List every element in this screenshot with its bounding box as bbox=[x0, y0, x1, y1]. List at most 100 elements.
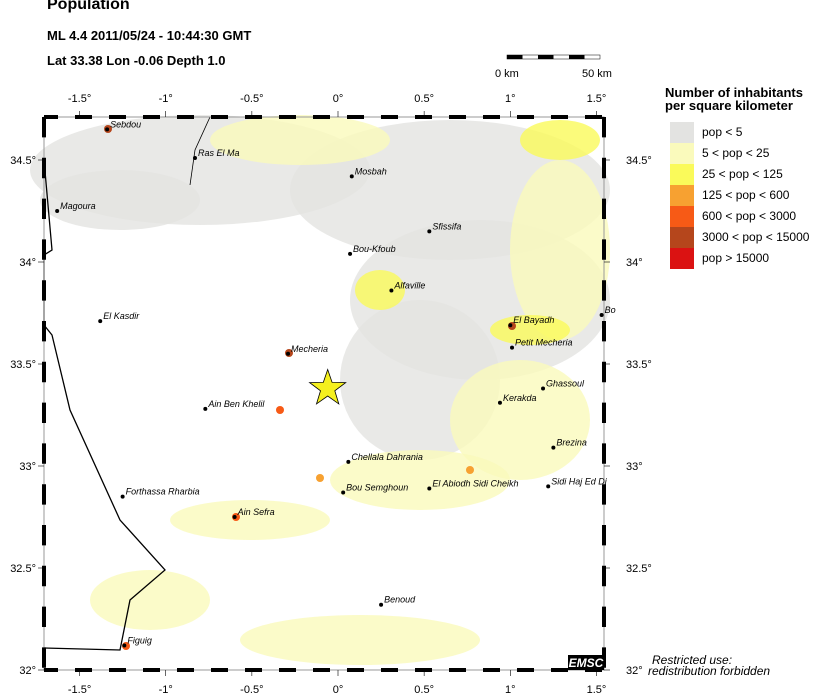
town-marker: Benoud bbox=[379, 595, 416, 607]
legend-label: pop > 15000 bbox=[702, 251, 770, 265]
town-dot-icon bbox=[341, 490, 346, 495]
town-marker: Kerakda bbox=[497, 393, 537, 405]
emsc-logo: EMSC bbox=[568, 655, 604, 670]
town-marker: Sidi Haj Ed Di bbox=[546, 476, 608, 489]
event-info: ML 4.4 2011/05/24 - 10:44:30 GMT bbox=[47, 28, 252, 43]
population-area bbox=[210, 115, 390, 165]
legend-item: 3000 < pop < 15000 bbox=[670, 227, 820, 248]
town-marker: Magoura bbox=[55, 201, 96, 213]
legend-label: 600 < pop < 3000 bbox=[702, 209, 797, 223]
town-dot-icon bbox=[203, 406, 208, 411]
town-label: Bou Semghoun bbox=[346, 483, 408, 493]
map-title: Population bbox=[47, 0, 130, 13]
lat-tick-label: 34° bbox=[19, 257, 36, 269]
lat-tick-label: 34.5° bbox=[10, 155, 36, 167]
scale-start-label: 0 km bbox=[495, 68, 519, 80]
legend-swatch bbox=[670, 227, 694, 248]
town-dot-icon bbox=[346, 459, 351, 464]
legend-label: 5 < pop < 25 bbox=[702, 146, 770, 160]
town-label: Magoura bbox=[60, 201, 96, 211]
town-dot-icon bbox=[541, 386, 546, 391]
town-marker: Bo bbox=[599, 305, 616, 318]
town-marker: Bou Semghoun bbox=[341, 483, 408, 495]
town-dot-icon bbox=[55, 209, 60, 213]
notice-line1: Restricted use: bbox=[652, 653, 733, 667]
town-label: Benoud bbox=[384, 595, 416, 605]
town-marker: El Abiodh Sidi Cheikh bbox=[427, 478, 519, 491]
usage-notice: Restricted use: redistribution forbidden bbox=[648, 653, 770, 677]
population-area bbox=[40, 170, 200, 230]
lon-tick-label: 1.5° bbox=[587, 93, 607, 105]
country-border bbox=[43, 159, 166, 651]
town-dot-icon bbox=[379, 602, 384, 607]
towns-layer: Sebdou Ras El Ma Mosbah Magoura Sfissifa Bou-… bbox=[55, 119, 616, 648]
lon-tick-label-bottom: -1.5° bbox=[68, 684, 91, 694]
town-label: Kerakda bbox=[503, 393, 537, 403]
population-hotspot bbox=[466, 466, 474, 474]
town-dot-icon bbox=[192, 155, 197, 160]
town-label: Brezina bbox=[556, 438, 587, 448]
town-label: El Abiodh Sidi Cheikh bbox=[432, 478, 518, 488]
lon-tick-label: -0.5° bbox=[240, 93, 263, 105]
town-marker: Petit Mecheria bbox=[510, 338, 573, 350]
town-marker: El Kasdir bbox=[98, 311, 140, 324]
town-label: El Bayadh bbox=[513, 315, 554, 325]
lon-tick-label: 1° bbox=[505, 93, 516, 105]
town-label: Mosbah bbox=[355, 166, 387, 176]
border-line bbox=[189, 116, 211, 186]
town-dot-icon bbox=[427, 229, 432, 234]
town-dot-icon bbox=[599, 313, 604, 318]
lon-tick-label: 0° bbox=[333, 93, 344, 105]
lon-tick-label-bottom: -0.5° bbox=[240, 684, 263, 694]
population-area bbox=[510, 160, 610, 340]
population-hotspot bbox=[316, 474, 324, 482]
emsc-logo-text: EMSC bbox=[569, 656, 604, 670]
town-label: Sfissifa bbox=[432, 221, 461, 231]
town-marker: Ras El Ma bbox=[192, 148, 240, 160]
legend-item: 600 < pop < 3000 bbox=[670, 206, 820, 227]
town-dot-icon bbox=[427, 486, 432, 491]
scale-end-label: 50 km bbox=[582, 68, 612, 80]
town-dot-icon bbox=[510, 345, 515, 350]
lat-tick-label-right: 33° bbox=[626, 461, 643, 473]
town-marker: Ain Ben Khelil bbox=[203, 399, 265, 411]
scale-bar: 0 km 50 km bbox=[495, 54, 612, 80]
legend-swatch bbox=[670, 248, 694, 269]
town-dot-icon bbox=[122, 643, 127, 648]
town-marker: Bou-Kfoub bbox=[348, 244, 396, 256]
epicenter-star-icon bbox=[308, 368, 347, 405]
town-label: Mecheria bbox=[291, 344, 328, 354]
legend-item: pop > 15000 bbox=[670, 248, 820, 269]
population-hotspot bbox=[276, 406, 284, 414]
legend-swatch bbox=[670, 164, 694, 185]
population-area bbox=[170, 500, 330, 540]
town-label: Ain Ben Khelil bbox=[207, 399, 265, 409]
town-dot-icon bbox=[551, 445, 556, 450]
lat-tick-label: 33° bbox=[19, 461, 36, 473]
town-label: Sidi Haj Ed Di bbox=[551, 476, 608, 486]
lat-tick-label-right: 34° bbox=[626, 257, 643, 269]
town-dot-icon bbox=[349, 174, 354, 179]
legend-item: pop < 5 bbox=[670, 122, 820, 143]
lon-tick-label-bottom: -1° bbox=[159, 684, 173, 694]
lat-tick-label: 33.5° bbox=[10, 359, 36, 371]
town-marker: Brezina bbox=[551, 438, 587, 450]
legend-label: pop < 5 bbox=[702, 125, 743, 139]
lat-tick-label-right: 34.5° bbox=[626, 155, 652, 167]
town-label: El Kasdir bbox=[103, 311, 140, 321]
lon-tick-label-bottom: 0.5° bbox=[414, 684, 434, 694]
event-location: Lat 33.38 Lon -0.06 Depth 1.0 bbox=[47, 53, 226, 68]
town-dot-icon bbox=[105, 127, 110, 132]
town-label: Ras El Ma bbox=[198, 148, 240, 158]
town-marker: Alfaville bbox=[389, 281, 425, 293]
legend-title-line2: per square kilometer bbox=[665, 98, 793, 113]
town-marker: Mosbah bbox=[349, 166, 387, 179]
town-label: Bou-Kfoub bbox=[353, 244, 396, 254]
town-label: Ain Sefra bbox=[237, 507, 275, 517]
town-dot-icon bbox=[348, 251, 353, 256]
town-marker: Forthassa Rharbia bbox=[120, 487, 200, 499]
town-label: Chellala Dahrania bbox=[351, 452, 423, 462]
town-label: Petit Mecheria bbox=[515, 338, 573, 348]
town-label: Sebdou bbox=[110, 119, 141, 129]
lon-tick-label-bottom: 1.5° bbox=[587, 684, 607, 694]
